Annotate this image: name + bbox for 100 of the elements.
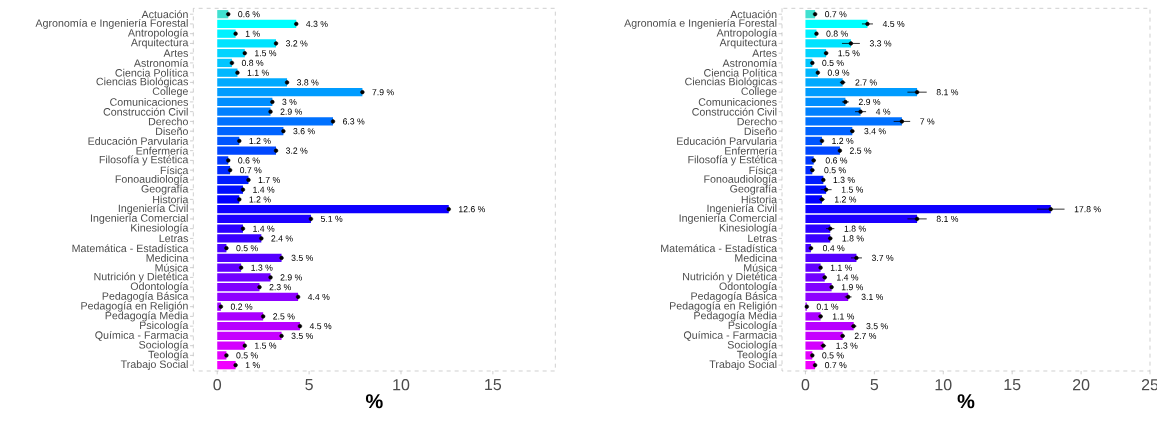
x-axis-title: %	[957, 394, 975, 409]
data-label: 0.7 %	[825, 11, 847, 18]
y-tick-label: Artes	[752, 49, 777, 57]
y-tick-label: Matemática - Estadística	[661, 244, 778, 253]
y-tick-label: Historia	[153, 195, 189, 204]
y-tick-label: Pedagogía en Religión	[81, 301, 188, 312]
data-label: 3.7 %	[871, 254, 894, 261]
y-tick-label: Medicina	[146, 253, 189, 262]
y-tick-label: Letras	[748, 234, 777, 243]
y-tick-label: Derecho	[737, 117, 777, 126]
y-tick-label: Medicina	[735, 253, 778, 262]
data-label: 2.7 %	[855, 79, 877, 86]
data-label: 1.3 %	[251, 264, 273, 271]
data-label: 7 %	[920, 118, 935, 125]
y-tick-label: Filosofía y Estética	[99, 155, 189, 166]
y-tick-label: College	[741, 87, 777, 98]
data-label: 0.5 %	[236, 245, 258, 252]
y-tick-label: Historia	[741, 195, 778, 204]
y-tick-label: Actuación	[141, 10, 188, 19]
y-tick-label: Astronomía	[722, 58, 778, 67]
y-tick-label: Fonoaudiología	[115, 174, 189, 185]
y-tick-label: Kinesiología	[131, 223, 189, 234]
data-label: 2.9 %	[280, 108, 302, 115]
data-label: 2.5 %	[273, 313, 295, 320]
data-label: 4 %	[875, 108, 891, 115]
data-label: 2.7 %	[854, 332, 877, 339]
data-label: 3.5 %	[291, 254, 313, 261]
x-tick-label: 5	[870, 379, 879, 391]
y-tick-label: Psicología	[728, 321, 778, 332]
y-tick-label: Sociología	[139, 340, 189, 351]
data-label: 1.5 %	[841, 186, 864, 193]
y-tick-label: Música	[744, 263, 778, 272]
y-tick-label: Astronomía	[133, 58, 189, 67]
data-label: 0.8 %	[241, 59, 264, 66]
y-tick-label: Antropología	[127, 28, 189, 39]
data-label: 0.6 %	[238, 157, 260, 164]
data-label: 2.9 %	[280, 274, 302, 281]
x-tick-label: 15	[1004, 379, 1021, 391]
y-tick-label: Comunicaciones	[110, 97, 189, 106]
data-label: 1.8 %	[842, 235, 864, 242]
y-tick-label: Ingeniería Civil	[707, 204, 777, 215]
data-label: 0.7 %	[240, 167, 262, 174]
y-tick-label: Letras	[159, 234, 189, 243]
data-label: 0.5 %	[236, 352, 258, 359]
y-tick-label: Diseño	[744, 127, 777, 136]
y-tick-label: Geografía	[141, 184, 189, 195]
y-tick-label: Física	[749, 166, 778, 175]
y-tick-label: Odontología	[130, 282, 189, 293]
data-label: 17.8 %	[1074, 206, 1101, 213]
y-tick-label: Enfermería	[136, 146, 189, 155]
data-label: 12.6 %	[459, 206, 486, 213]
y-tick-label: Física	[160, 166, 189, 175]
y-tick-label: Nutrición y Dietética	[683, 272, 778, 283]
data-label: 1.8 %	[844, 225, 866, 232]
data-label: 3.5 %	[291, 332, 313, 339]
data-label: 1.5 %	[255, 50, 277, 57]
data-label: 4.4 %	[307, 293, 330, 300]
y-tick-label: Psicología	[140, 321, 189, 332]
x-tick-label: 5	[305, 379, 313, 391]
data-label: 1 %	[245, 362, 260, 369]
y-tick-label: Química - Farmacia	[683, 330, 778, 341]
y-tick-label: Actuación	[730, 10, 777, 19]
y-tick-label: Enfermería	[725, 146, 778, 155]
data-label: 0.1 %	[816, 303, 839, 310]
data-label: 1.1 %	[247, 69, 269, 76]
data-label: 3.4 %	[864, 128, 886, 135]
data-label: 3.2 %	[285, 40, 308, 47]
data-label: 3.8 %	[296, 79, 319, 86]
y-tick-label: Educación Parvularia	[88, 136, 189, 145]
data-label: 1.3 %	[836, 342, 858, 349]
data-label: 1.1 %	[830, 264, 853, 271]
data-label: 1 %	[245, 30, 260, 37]
x-tick-label: 0	[213, 379, 222, 391]
data-label: 8.1 %	[936, 215, 959, 222]
y-tick-label: Matemática - Estadística	[72, 244, 189, 253]
data-label: 3.6 %	[293, 128, 315, 135]
data-label: 1.2 %	[835, 196, 857, 203]
data-label: 1.5 %	[838, 50, 860, 57]
data-label: 2.5 %	[849, 147, 872, 154]
x-axis-title: %	[365, 394, 383, 409]
y-tick-label: Pedagogía Media	[694, 311, 778, 322]
data-label: 1.2 %	[249, 196, 271, 203]
data-label: 0.9 %	[827, 69, 850, 76]
y-tick-label: Fonoaudiología	[704, 174, 778, 185]
x-tick-label: 10	[393, 379, 410, 391]
data-label: 0.7 %	[825, 362, 847, 369]
y-tick-label: Teología	[148, 350, 189, 361]
y-tick-label: Derecho	[148, 117, 188, 126]
y-tick-label: Teología	[736, 350, 778, 361]
data-label: 3.5 %	[866, 323, 888, 330]
data-label: 1.7 %	[258, 176, 280, 183]
data-label: 1.2 %	[832, 137, 854, 144]
data-label: 3.2 %	[285, 147, 308, 154]
y-tick-label: Filosofía y Estética	[688, 155, 778, 166]
y-tick-label: Agronomía e Ingeniería Forestal	[624, 18, 777, 29]
data-label: 4.5 %	[882, 20, 905, 27]
x-tick-label: 10	[935, 379, 952, 391]
data-label: 2.4 %	[271, 235, 293, 242]
data-label: 0.5 %	[822, 59, 844, 66]
data-label: 1.4 %	[253, 186, 275, 193]
